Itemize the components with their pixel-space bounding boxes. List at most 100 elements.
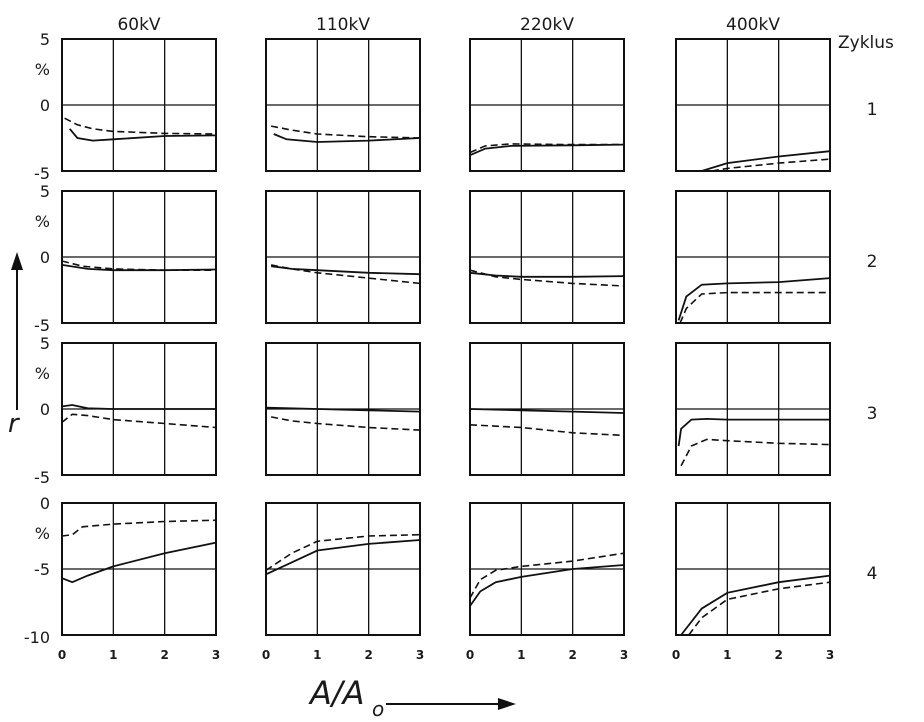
column-title: 60kV: [117, 15, 160, 35]
panel: [675, 502, 831, 636]
y-axis-label: r: [8, 409, 21, 439]
x-tick-labels: 0 1 2 3 0 1 2 3 0 1 2 3 0 1 2 3: [58, 648, 834, 662]
y-tick-label: 0: [40, 400, 50, 419]
dashed-curve: [64, 117, 217, 135]
x-tick-label: 3: [826, 648, 834, 662]
y-axis-arrow-head: [11, 252, 23, 270]
x-tick-label: 2: [774, 648, 782, 662]
y-tick-label: 0: [40, 96, 50, 115]
solid-curve: [61, 264, 217, 272]
column-title: 110kV: [316, 15, 370, 35]
dashed-curve: [469, 552, 625, 599]
y-axis-label-group: r: [8, 252, 23, 439]
solid-curve: [677, 417, 830, 447]
panel: [265, 342, 421, 476]
column-title: 400kV: [726, 15, 780, 35]
dashed-curve: [270, 264, 421, 285]
panel: [675, 38, 831, 172]
panel: [61, 38, 217, 172]
panel: [265, 502, 421, 636]
panel: [469, 38, 625, 172]
x-axis-label-subscript: o: [372, 697, 384, 721]
x-tick-label: 0: [466, 648, 474, 662]
dashed-curve: [469, 269, 625, 287]
y-tick-label: -10: [24, 628, 50, 647]
cycle-header: Zyklus: [838, 33, 894, 53]
solid-curve: [61, 404, 216, 410]
y-tick-label: 5: [40, 334, 50, 353]
solid-curve: [469, 143, 625, 157]
solid-curve: [69, 128, 217, 142]
solid-curve: [270, 265, 421, 276]
solid-curve: [680, 574, 831, 636]
panel: [675, 190, 831, 324]
dashed-curve: [469, 424, 625, 437]
panel: [469, 502, 625, 636]
column-titles: 60kV 110kV 220kV 400kV: [117, 15, 780, 35]
x-axis-label-group: A/A o: [308, 674, 516, 721]
solid-curve: [61, 541, 217, 584]
y-tick-label: -5: [34, 468, 50, 487]
panel: [61, 342, 217, 476]
panel: [469, 342, 625, 476]
x-tick-label: 2: [364, 648, 372, 662]
panel: [265, 190, 421, 324]
dashed-curve: [61, 260, 216, 271]
y-tick-label: -5: [34, 164, 50, 183]
x-tick-label: 2: [568, 648, 576, 662]
x-tick-label: 1: [313, 648, 321, 662]
y-tick-label: 0: [40, 248, 50, 267]
solid-curve: [701, 150, 831, 172]
column-title: 220kV: [520, 15, 574, 35]
solid-curve: [469, 564, 625, 607]
solid-curve: [469, 408, 625, 414]
x-tick-label: 0: [262, 648, 270, 662]
dashed-curve: [679, 291, 830, 324]
x-tick-label: 0: [672, 648, 680, 662]
dashed-curve: [61, 413, 217, 429]
panel: [265, 38, 421, 172]
solid-curve: [265, 406, 421, 413]
y-tick-label: %: [35, 364, 50, 383]
y-tick-label: %: [35, 60, 50, 79]
cycle-label: 4: [867, 564, 878, 584]
y-tick-label: -5: [34, 560, 50, 579]
y-tick-label: 0: [40, 494, 50, 513]
x-tick-label: 0: [58, 648, 66, 662]
x-tick-label: 1: [723, 648, 731, 662]
cycle-label: 2: [867, 252, 878, 272]
y-tick-label: %: [35, 524, 50, 543]
cycle-labels: Zyklus 1 2 3 4: [838, 33, 894, 584]
solid-curve: [677, 277, 831, 321]
panel: [61, 502, 217, 636]
panel: [61, 190, 217, 324]
dashed-curve: [680, 438, 831, 467]
x-tick-label: 3: [620, 648, 628, 662]
x-tick-label: 2: [160, 648, 168, 662]
y-tick-label: %: [35, 212, 50, 231]
x-axis-arrow-head: [498, 698, 516, 710]
panel: [675, 342, 831, 476]
dashed-curve: [265, 533, 421, 571]
x-tick-label: 1: [517, 648, 525, 662]
x-tick-label: 3: [212, 648, 220, 662]
dashed-curve: [711, 158, 831, 172]
y-tick-label: -5: [34, 316, 50, 335]
y-tick-label: 5: [40, 182, 50, 201]
cycle-label: 3: [867, 404, 878, 424]
dashed-curve: [469, 143, 624, 154]
dashed-curve: [270, 416, 421, 431]
x-tick-label: 3: [416, 648, 424, 662]
x-axis-label: A/A: [308, 674, 365, 712]
cycle-label: 1: [867, 100, 878, 120]
dashed-curve: [270, 125, 421, 139]
row-tick-labels: 5%0-55%0-55%0-50%-5-10: [24, 30, 50, 647]
solid-curve: [273, 133, 421, 143]
panel: [469, 190, 625, 324]
panel-grid: [61, 38, 831, 636]
y-tick-label: 5: [40, 30, 50, 49]
solid-curve: [265, 539, 421, 576]
dashed-curve: [688, 581, 831, 636]
x-tick-label: 1: [109, 648, 117, 662]
